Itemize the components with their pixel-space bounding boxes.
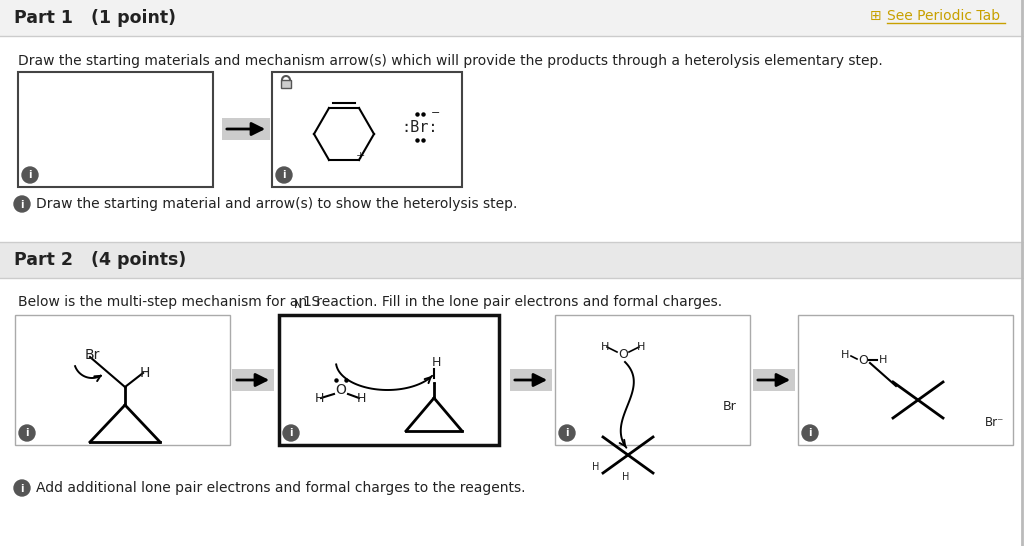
Text: Br: Br: [723, 401, 737, 413]
Text: H: H: [601, 342, 609, 352]
Text: H: H: [592, 462, 600, 472]
Text: H: H: [431, 357, 440, 370]
Text: :Br:: :Br:: [401, 120, 438, 134]
Bar: [279, 315, 499, 445]
Text: H: H: [314, 391, 324, 405]
Text: i: i: [808, 429, 812, 438]
Text: i: i: [289, 429, 293, 438]
Bar: [0, 0, 1024, 36]
Text: Br⁻: Br⁻: [985, 417, 1005, 430]
Circle shape: [559, 425, 575, 441]
Text: Add additional lone pair electrons and formal charges to the reagents.: Add additional lone pair electrons and f…: [36, 481, 525, 495]
Bar: [0, 242, 1024, 278]
Text: H: H: [637, 342, 645, 352]
Bar: [18, 72, 213, 187]
Bar: [15, 315, 230, 445]
Text: O: O: [336, 383, 346, 397]
Text: Draw the starting material and arrow(s) to show the heterolysis step.: Draw the starting material and arrow(s) …: [36, 197, 517, 211]
Text: H: H: [140, 366, 151, 380]
Bar: [272, 72, 462, 187]
Text: 1 reaction. Fill in the lone pair electrons and formal charges.: 1 reaction. Fill in the lone pair electr…: [303, 295, 722, 309]
Text: ⊞: ⊞: [870, 9, 882, 23]
Circle shape: [283, 425, 299, 441]
Bar: [222, 118, 270, 140]
Text: i: i: [20, 199, 24, 210]
Text: Br: Br: [509, 376, 524, 390]
Circle shape: [14, 196, 30, 212]
Bar: [281, 80, 291, 88]
Text: H: H: [356, 391, 366, 405]
Circle shape: [276, 167, 292, 183]
Text: i: i: [565, 429, 568, 438]
Text: −: −: [431, 108, 440, 118]
Bar: [555, 315, 750, 445]
Text: O: O: [858, 353, 868, 366]
Text: See Periodic Tab: See Periodic Tab: [887, 9, 1000, 23]
Circle shape: [14, 480, 30, 496]
Text: +: +: [355, 151, 365, 161]
Bar: [510, 369, 552, 391]
Bar: [753, 369, 795, 391]
Circle shape: [22, 167, 38, 183]
Circle shape: [802, 425, 818, 441]
Text: i: i: [283, 170, 286, 181]
Text: Part 2   (4 points): Part 2 (4 points): [14, 251, 186, 269]
Text: Br: Br: [85, 348, 100, 362]
Text: i: i: [29, 170, 32, 181]
Text: i: i: [20, 484, 24, 494]
Text: Below is the multi-step mechanism for an S: Below is the multi-step mechanism for an…: [18, 295, 321, 309]
Text: H: H: [623, 472, 630, 482]
Text: Draw the starting materials and mechanism arrow(s) which will provide the produc: Draw the starting materials and mechanis…: [18, 54, 883, 68]
Bar: [798, 315, 1013, 445]
Text: H: H: [841, 350, 849, 360]
Text: N: N: [294, 300, 302, 310]
Text: i: i: [26, 429, 29, 438]
Text: H: H: [879, 355, 887, 365]
Text: Part 1   (1 point): Part 1 (1 point): [14, 9, 176, 27]
Bar: [232, 369, 274, 391]
Circle shape: [19, 425, 35, 441]
Text: O: O: [618, 348, 628, 361]
